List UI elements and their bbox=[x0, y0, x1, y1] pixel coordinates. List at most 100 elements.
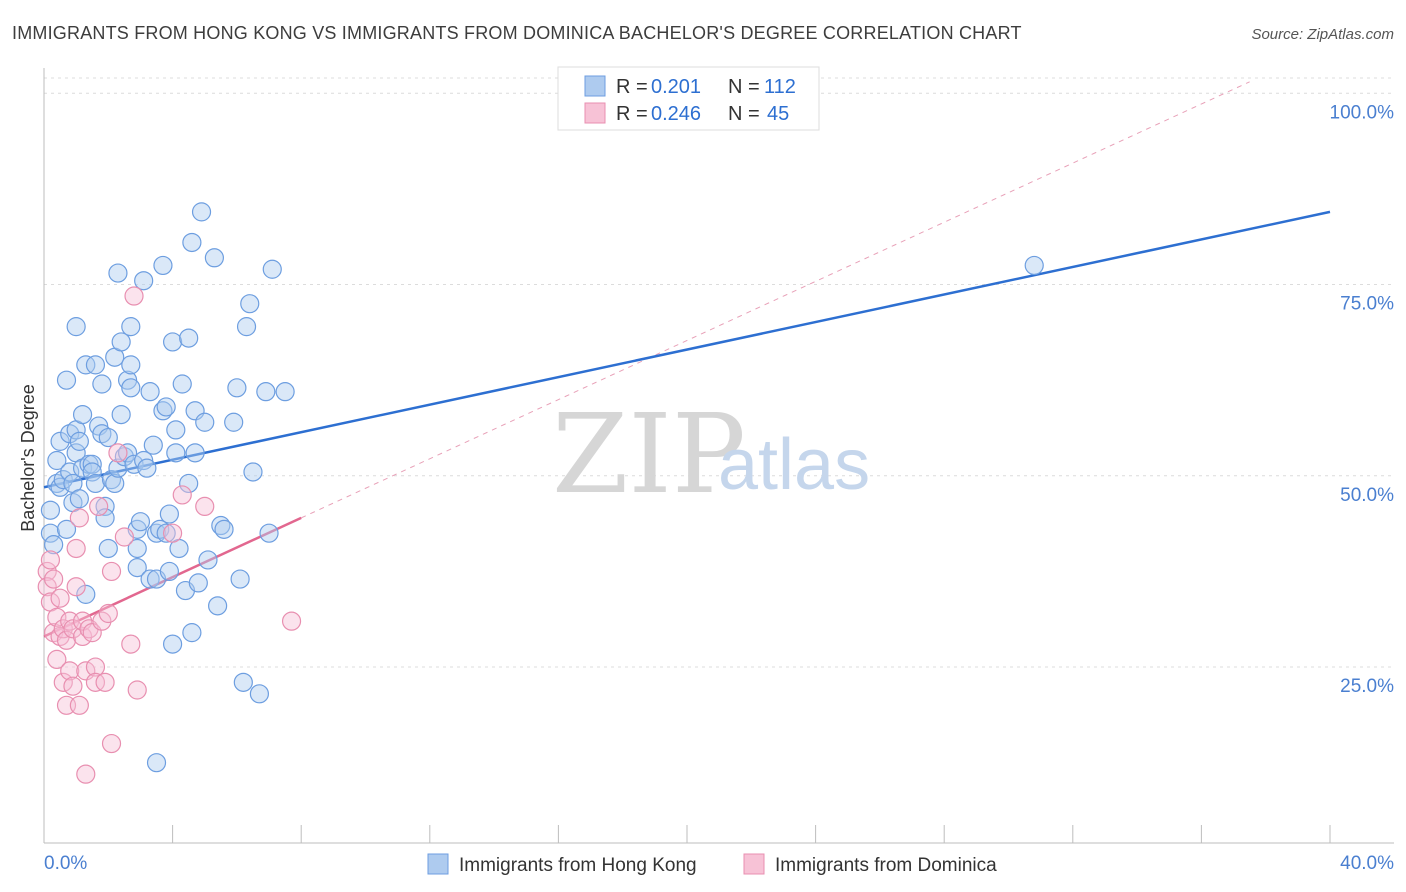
data-point-s0-14 bbox=[66, 317, 86, 337]
x-tick-label-max: 40.0% bbox=[1340, 853, 1394, 874]
axes bbox=[43, 68, 1394, 844]
data-point-s0-76 bbox=[179, 473, 199, 494]
x-tick-label-min: 0.0% bbox=[44, 853, 87, 874]
bottom-legend-label-hong-kong: Immigrants from Hong Kong bbox=[459, 855, 697, 876]
watermark-atlas: atlas bbox=[718, 425, 870, 505]
chart-source: Source: ZipAtlas.com bbox=[1251, 26, 1394, 43]
data-point-s0-57 bbox=[140, 382, 160, 402]
data-point-s0-11 bbox=[60, 462, 80, 482]
data-point-s1-38 bbox=[121, 634, 141, 654]
legend-n-label-0: N = bbox=[728, 76, 760, 98]
data-point-s0-36 bbox=[105, 473, 125, 494]
data-point-s0-22 bbox=[76, 584, 96, 604]
data-point-s1-34 bbox=[101, 561, 122, 582]
data-point-s1-11 bbox=[53, 672, 73, 692]
data-point-s0-97 bbox=[256, 382, 276, 402]
data-point-s0-7 bbox=[53, 470, 73, 490]
watermark-zip: ZIP bbox=[552, 390, 746, 518]
data-point-s1-30 bbox=[89, 496, 109, 516]
data-point-s1-22 bbox=[72, 626, 93, 647]
data-point-s0-101 bbox=[146, 753, 167, 773]
data-point-s0-17 bbox=[69, 431, 89, 451]
data-point-s0-24 bbox=[82, 454, 102, 474]
y-tick-labels: 100.0% 75.0% 50.0% 25.0% bbox=[1330, 102, 1395, 697]
data-point-s0-38 bbox=[108, 263, 128, 283]
data-point-s1-1 bbox=[37, 577, 57, 597]
data-point-s1-31 bbox=[92, 611, 112, 631]
data-point-s0-85 bbox=[204, 248, 224, 268]
data-point-s0-29 bbox=[92, 374, 112, 394]
data-point-s0-51 bbox=[127, 557, 147, 578]
data-point-s0-31 bbox=[95, 496, 115, 516]
data-point-s1-42 bbox=[172, 485, 192, 505]
data-point-s1-7 bbox=[47, 649, 67, 670]
data-point-s0-71 bbox=[166, 420, 186, 440]
data-point-s0-0 bbox=[40, 500, 61, 520]
data-point-s0-68 bbox=[163, 634, 183, 654]
data-point-s0-96 bbox=[249, 684, 270, 704]
y-tick-label-3: 25.0% bbox=[1340, 676, 1394, 697]
data-point-s0-45 bbox=[121, 317, 141, 337]
legend-n-value-0: 112 bbox=[764, 76, 796, 98]
data-point-s0-8 bbox=[56, 519, 77, 539]
data-point-s1-33 bbox=[98, 603, 118, 624]
data-point-s0-81 bbox=[188, 573, 208, 593]
bottom-legend-label-dominica: Immigrants from Dominica bbox=[775, 855, 997, 876]
data-point-s0-5 bbox=[50, 431, 70, 451]
data-point-s1-0 bbox=[37, 561, 57, 582]
data-point-s0-93 bbox=[236, 317, 257, 337]
data-point-s1-39 bbox=[124, 286, 144, 306]
data-point-s0-90 bbox=[227, 378, 247, 398]
data-point-s0-66 bbox=[159, 504, 179, 524]
data-point-s0-1 bbox=[40, 523, 61, 543]
data-point-s0-69 bbox=[163, 332, 183, 352]
data-point-s0-62 bbox=[153, 255, 173, 276]
data-point-s0-99 bbox=[259, 523, 279, 543]
y-tick-label-2: 50.0% bbox=[1340, 485, 1394, 506]
data-point-s0-75 bbox=[179, 328, 199, 348]
data-point-s1-16 bbox=[63, 619, 83, 639]
data-point-s1-32 bbox=[95, 672, 115, 692]
data-point-s1-6 bbox=[47, 607, 67, 627]
trend-line-ext-1 bbox=[300, 81, 1250, 519]
data-point-s1-10 bbox=[53, 619, 73, 639]
y-tick-label-0: 100.0% bbox=[1330, 102, 1395, 123]
data-point-s1-35 bbox=[101, 733, 122, 754]
y-axis-label: Bachelor's Degree bbox=[18, 384, 38, 532]
data-point-s0-95 bbox=[243, 462, 263, 482]
chart-title: IMMIGRANTS FROM HONG KONG VS IMMIGRANTS … bbox=[12, 23, 1022, 43]
data-point-s0-21 bbox=[76, 355, 96, 375]
data-point-s1-21 bbox=[69, 695, 89, 715]
data-point-s0-100 bbox=[275, 382, 295, 402]
data-point-s1-28 bbox=[85, 657, 106, 677]
data-point-s0-25 bbox=[82, 462, 102, 482]
legend-n-label-1: N = bbox=[728, 103, 760, 125]
data-point-s0-94 bbox=[240, 294, 260, 314]
data-point-s0-3 bbox=[47, 450, 67, 471]
legend-swatch-hong-kong bbox=[584, 75, 606, 97]
data-point-s0-9 bbox=[56, 370, 77, 390]
data-point-s1-2 bbox=[40, 550, 61, 570]
data-point-s0-73 bbox=[172, 374, 192, 394]
data-point-s0-20 bbox=[72, 405, 93, 425]
data-point-s1-24 bbox=[76, 764, 96, 784]
trend-lines bbox=[43, 81, 1331, 638]
data-point-s0-88 bbox=[214, 519, 234, 539]
data-point-s0-92 bbox=[233, 672, 253, 692]
data-point-s0-70 bbox=[166, 443, 186, 463]
data-point-s0-84 bbox=[198, 550, 218, 570]
data-point-s0-78 bbox=[182, 623, 202, 643]
data-point-s1-18 bbox=[66, 577, 86, 597]
data-point-s0-41 bbox=[111, 405, 131, 425]
data-point-s0-65 bbox=[156, 523, 176, 543]
legend-n-value-1: 45 bbox=[767, 103, 789, 125]
data-point-s0-39 bbox=[108, 458, 128, 478]
trend-line-1 bbox=[43, 516, 302, 638]
data-point-s0-64 bbox=[156, 397, 176, 417]
data-point-s0-89 bbox=[224, 412, 244, 432]
data-point-s1-8 bbox=[50, 588, 70, 608]
data-point-s1-29 bbox=[85, 672, 106, 692]
data-point-s0-82 bbox=[191, 202, 212, 222]
data-point-s0-18 bbox=[69, 489, 89, 509]
